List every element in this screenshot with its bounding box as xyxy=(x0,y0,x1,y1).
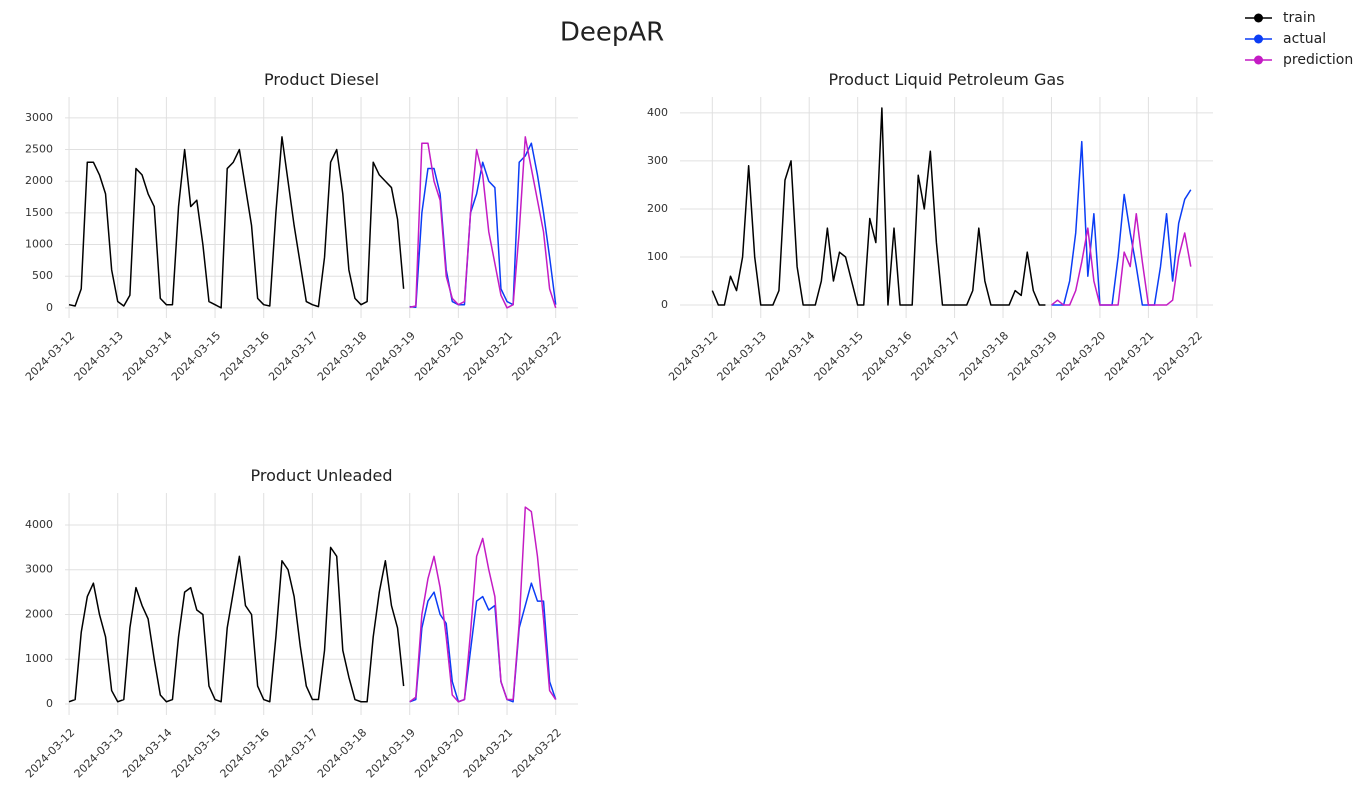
subplot-title: Product Liquid Petroleum Gas xyxy=(828,70,1064,89)
legend-label: actual xyxy=(1283,31,1326,47)
x-tick-label: 2024-03-17 xyxy=(266,726,320,780)
y-tick-label: 200 xyxy=(647,202,668,215)
y-tick-label: 1000 xyxy=(25,238,53,251)
x-tick-label: 2024-03-21 xyxy=(461,726,515,780)
x-tick-label: 2024-03-13 xyxy=(72,329,126,383)
x-tick-label: 2024-03-21 xyxy=(1102,329,1156,383)
x-tick-label: 2024-03-12 xyxy=(666,329,720,383)
series-line xyxy=(409,136,557,309)
x-tick-label: 2024-03-18 xyxy=(315,329,369,383)
x-tick-label: 2024-03-14 xyxy=(120,329,174,383)
y-tick-label: 2000 xyxy=(25,174,53,187)
x-tick-label: 2024-03-20 xyxy=(1054,329,1108,383)
x-tick-label: 2024-03-12 xyxy=(23,329,77,383)
x-tick-label: 2024-03-18 xyxy=(315,726,369,780)
y-tick-label: 2000 xyxy=(25,607,53,620)
x-tick-label: 2024-03-13 xyxy=(715,329,769,383)
subplot-title: Product Unleaded xyxy=(251,466,393,485)
series-line xyxy=(1051,140,1192,306)
series-line xyxy=(409,142,557,308)
x-tick-label: 2024-03-18 xyxy=(957,329,1011,383)
series-line xyxy=(409,582,557,703)
x-tick-label: 2024-03-19 xyxy=(1005,329,1059,383)
y-tick-label: 300 xyxy=(647,154,668,167)
series-line xyxy=(68,546,405,703)
x-tick-label: 2024-03-14 xyxy=(763,329,817,383)
y-tick-label: 0 xyxy=(46,697,53,710)
x-tick-label: 2024-03-12 xyxy=(23,726,77,780)
y-tick-label: 0 xyxy=(46,301,53,314)
y-tick-label: 4000 xyxy=(25,518,53,531)
y-tick-label: 3000 xyxy=(25,111,53,124)
x-tick-label: 2024-03-13 xyxy=(72,726,126,780)
x-tick-label: 2024-03-20 xyxy=(412,726,466,780)
y-tick-label: 100 xyxy=(647,250,668,263)
x-tick-label: 2024-03-22 xyxy=(510,329,564,383)
x-tick-label: 2024-03-15 xyxy=(812,329,866,383)
x-tick-label: 2024-03-19 xyxy=(364,726,418,780)
x-tick-label: 2024-03-21 xyxy=(461,329,515,383)
legend-label: train xyxy=(1283,10,1316,26)
series-line xyxy=(1051,213,1192,306)
figure-title: DeepAR xyxy=(560,18,664,48)
x-tick-label: 2024-03-17 xyxy=(266,329,320,383)
x-tick-label: 2024-03-15 xyxy=(169,329,223,383)
x-tick-label: 2024-03-22 xyxy=(510,726,564,780)
x-tick-label: 2024-03-20 xyxy=(412,329,466,383)
x-tick-label: 2024-03-16 xyxy=(860,329,914,383)
x-tick-label: 2024-03-15 xyxy=(169,726,223,780)
series-line xyxy=(409,506,557,703)
legend-marker xyxy=(1254,13,1263,23)
y-tick-label: 0 xyxy=(661,298,668,311)
legend-marker xyxy=(1254,34,1263,44)
x-tick-label: 2024-03-22 xyxy=(1151,329,1205,383)
y-tick-label: 1500 xyxy=(25,206,53,219)
series-line xyxy=(711,107,1046,306)
y-tick-label: 2500 xyxy=(25,143,53,156)
y-tick-label: 500 xyxy=(32,269,53,282)
x-tick-label: 2024-03-19 xyxy=(364,329,418,383)
x-tick-label: 2024-03-14 xyxy=(120,726,174,780)
x-tick-label: 2024-03-16 xyxy=(218,329,272,383)
legend-label: prediction xyxy=(1283,52,1353,68)
legend-marker xyxy=(1254,55,1263,65)
x-tick-label: 2024-03-17 xyxy=(908,329,962,383)
series-line xyxy=(68,136,405,309)
y-tick-label: 1000 xyxy=(25,652,53,665)
subplot-title: Product Diesel xyxy=(264,70,379,89)
y-tick-label: 3000 xyxy=(25,563,53,576)
x-tick-label: 2024-03-16 xyxy=(218,726,272,780)
y-tick-label: 400 xyxy=(647,106,668,119)
